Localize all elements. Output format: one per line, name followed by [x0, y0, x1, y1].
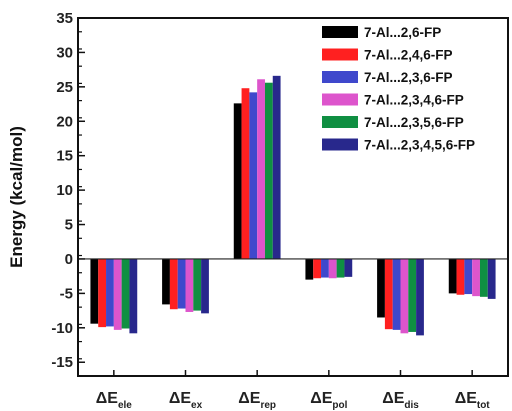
x-tick-label-main: ΔE [96, 390, 119, 407]
legend-swatch [322, 71, 358, 83]
y-tick-label: 5 [65, 217, 73, 234]
y-tick-label: 30 [56, 44, 73, 61]
legend-label: 7-Al...2,3,6-FP [364, 70, 453, 85]
legend-swatch [322, 93, 358, 106]
bar [177, 258, 186, 309]
y-axis: 35 30 25 20 15 10 5 0 -5 -10 -15 [51, 10, 85, 377]
x-tick-label-sub: ex [191, 400, 203, 411]
bar [201, 258, 209, 314]
y-tick-label: 25 [56, 79, 73, 96]
bar [249, 92, 258, 259]
bar [193, 258, 202, 311]
plot-frame [77, 17, 509, 377]
bar [129, 258, 138, 334]
bar [328, 258, 337, 279]
legend-label: 7-Al...2,3,4,6-FP [364, 93, 464, 108]
bar [233, 103, 242, 259]
x-tick-label: ΔEpol [310, 390, 347, 411]
x-axis: ΔEele ΔEex ΔErep ΔEpol ΔEdis ΔEtot [96, 370, 491, 411]
legend-swatch [322, 26, 358, 38]
x-tick-label-main: ΔE [382, 390, 405, 407]
legend: 7-Al...2,6-FP 7-Al...2,4,6-FP 7-Al...2,3,6… [322, 25, 475, 153]
bar [305, 258, 314, 280]
bar [106, 258, 114, 327]
bar [121, 258, 130, 329]
x-tick-label-main: ΔE [310, 390, 333, 407]
bar [344, 258, 353, 277]
x-tick-label-main: ΔE [169, 390, 192, 407]
legend-label: 7-Al...2,6-FP [364, 25, 441, 40]
bar [257, 79, 265, 259]
x-tick-label: ΔEtot [455, 390, 491, 411]
x-tick-label-sub: rep [260, 400, 276, 411]
x-tick-label-sub: dis [404, 400, 419, 411]
bar [264, 82, 273, 259]
bar [162, 258, 170, 305]
legend-label: 7-Al...2,3,4,5,6-FP [364, 138, 475, 153]
x-tick-label-main: ΔE [238, 390, 261, 407]
bar [377, 258, 385, 318]
bar [321, 258, 329, 278]
bar [313, 258, 322, 279]
x-tick-label: ΔEex [169, 390, 203, 411]
x-tick-label-sub: pol [332, 400, 347, 411]
x-tick-label: ΔEele [96, 390, 133, 411]
bar [479, 258, 488, 297]
x-tick-label-sub: tot [477, 400, 490, 411]
y-tick-label: 15 [56, 148, 73, 165]
y-tick-label: -5 [60, 285, 73, 302]
y-tick-label: 20 [56, 113, 73, 130]
bars-group [90, 75, 496, 336]
bar [400, 258, 409, 334]
bar [408, 258, 417, 332]
bar [169, 258, 178, 310]
bar [241, 88, 250, 259]
legend-label: 7-Al...2,4,6-FP [364, 48, 453, 63]
bar [487, 258, 496, 299]
legend-label: 7-Al...2,3,5,6-FP [364, 115, 464, 130]
legend-swatch [322, 48, 358, 61]
bar [90, 258, 99, 324]
bar [456, 258, 465, 295]
y-tick-label: -15 [51, 354, 73, 371]
bar [392, 258, 401, 330]
bar [113, 258, 122, 330]
bar [98, 258, 107, 328]
y-tick-label: -10 [51, 320, 73, 337]
y-tick-label: 0 [65, 251, 73, 268]
bar [448, 258, 457, 294]
bar [185, 258, 194, 312]
x-tick-label: ΔErep [238, 390, 276, 411]
bar [272, 75, 281, 259]
legend-swatch [322, 138, 358, 151]
x-tick-label: ΔEdis [382, 390, 419, 411]
bar [472, 258, 480, 297]
x-tick-label-sub: ele [118, 400, 132, 411]
y-axis-title: Energy (kcal/mol) [7, 126, 26, 268]
y-tick-label: 35 [56, 10, 73, 27]
bar [464, 258, 473, 295]
legend-swatch [322, 116, 358, 128]
y-tick-label: 10 [56, 182, 73, 199]
x-tick-label-main: ΔE [455, 390, 478, 407]
bar [336, 258, 345, 278]
bar [416, 258, 424, 336]
bar [384, 258, 393, 330]
